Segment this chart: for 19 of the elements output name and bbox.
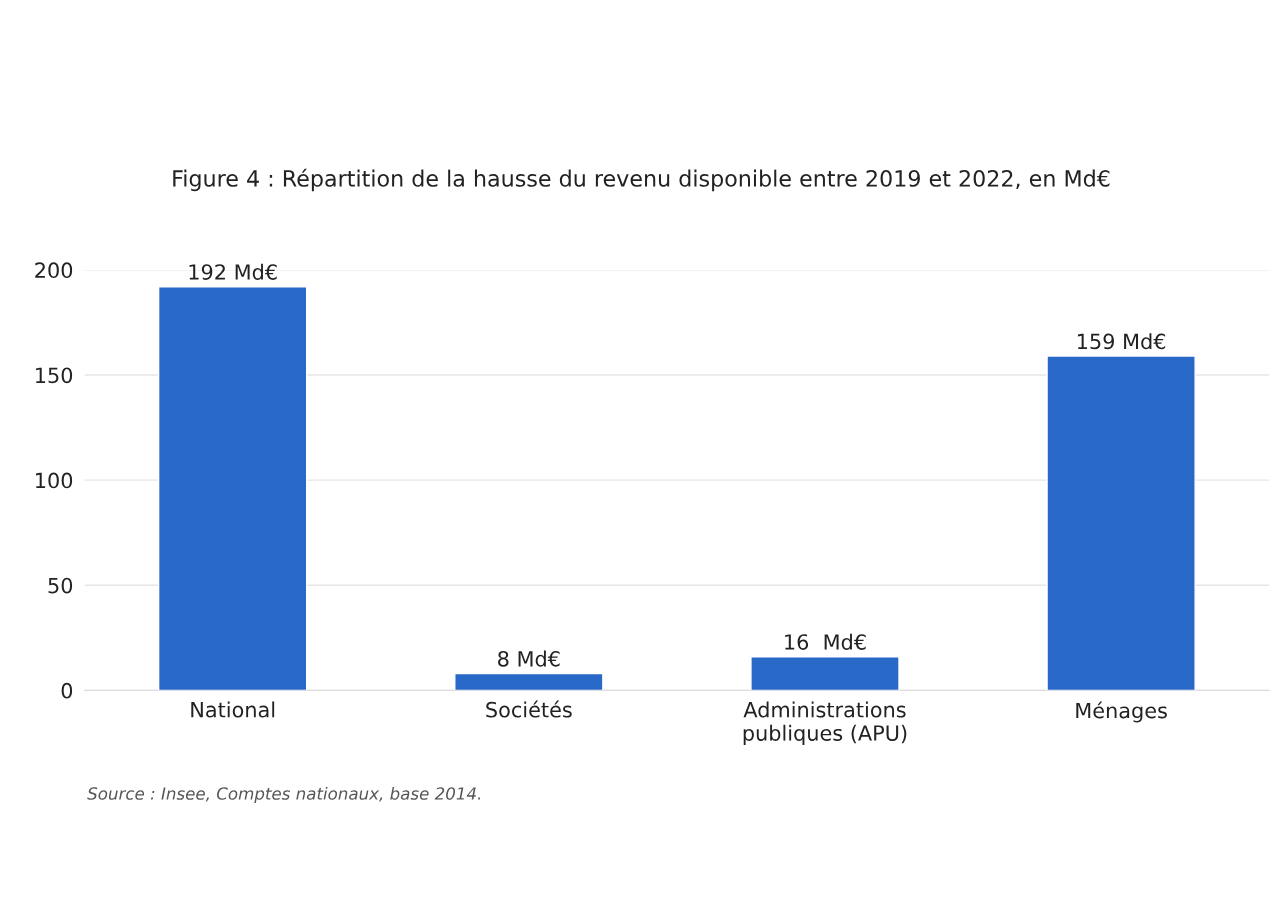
bar (454, 672, 604, 691)
x-tick-label: Sociétés (486, 700, 572, 718)
data-label: 192 Md€ (189, 263, 277, 280)
source-note: Source : Insee, Comptes nationaux, base 2014. (87, 786, 481, 804)
y-tick-label: 0 (61, 682, 73, 699)
x-tick-label: Administrations publiques (APU) (743, 701, 907, 745)
bar (1046, 355, 1196, 691)
x-tick-label: National (191, 701, 275, 718)
y-tick-label: 200 (35, 262, 73, 279)
data-label: 8 Md€ (498, 650, 560, 667)
bar (750, 656, 900, 691)
data-label: 16 Md€ (785, 633, 866, 650)
bar (157, 286, 308, 691)
data-label: 159 Md€ (1077, 333, 1166, 350)
y-tick-label: 100 (36, 472, 73, 489)
y-tick-label: 50 (48, 577, 73, 594)
chart-title: Figure 4 : Répartition de la hausse du revenu disponible entre 2019 et 2022, en Md€ (173, 168, 1110, 192)
y-tick-label: 150 (36, 367, 73, 384)
x-tick-label: Ménages (1076, 701, 1167, 723)
